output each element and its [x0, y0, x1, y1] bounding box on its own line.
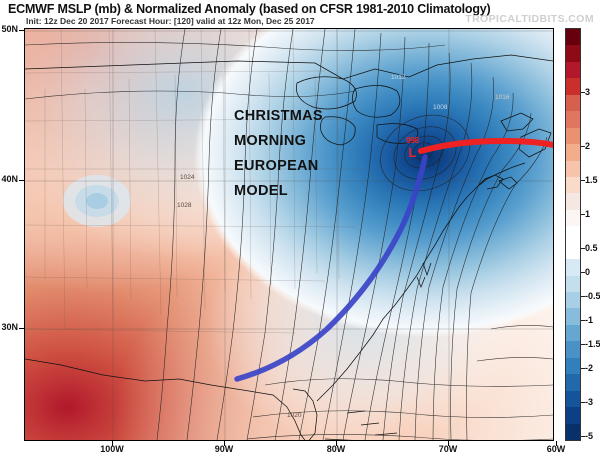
- map-annotation: CHRISTMAS MORNING EUROPEAN MODEL: [234, 104, 323, 204]
- colorbar-tick: [581, 402, 585, 403]
- colorbar-tick: [581, 214, 585, 215]
- colorbar-tick: [581, 92, 585, 93]
- lon-label-70w: 70W: [438, 444, 458, 454]
- colorbar-segment: [566, 176, 580, 194]
- isobar-label: 1012: [391, 74, 406, 81]
- isobar-label: 1024: [180, 174, 195, 181]
- lon-tick: [336, 441, 337, 446]
- colorbar-segment: [566, 374, 580, 391]
- colorbar-tick: [581, 368, 585, 369]
- low-pressure-symbol: L: [408, 144, 417, 160]
- state-county-lines: [25, 29, 365, 334]
- colorbar-tick-label: -5: [585, 431, 594, 441]
- colorbar-tick: [581, 272, 585, 273]
- annotation-line: EUROPEAN: [234, 158, 319, 174]
- colorbar-segment: [566, 78, 580, 95]
- lat-label-30n: 30N: [1, 322, 18, 332]
- colorbar-tick-label: 0: [585, 267, 591, 277]
- colorbar-segment: [566, 61, 580, 79]
- annotation-line: MODEL: [234, 183, 288, 199]
- lon-label-60w: 60W: [546, 444, 566, 454]
- low-pressure-value: 998: [406, 135, 419, 145]
- colorbar-segment: [566, 127, 580, 145]
- colorbar-segment: [566, 45, 580, 62]
- map-canvas: 1024 1028 1020 1008 1012 1016: [25, 29, 553, 440]
- colorbar-tick-label: 1: [585, 209, 591, 219]
- isobar-layer: [25, 29, 553, 440]
- lat-tick: [19, 30, 24, 31]
- colorbar-segment: [566, 144, 580, 161]
- isobar-label: 1008: [433, 104, 448, 111]
- map-plot-area: 1024 1028 1020 1008 1012 1016: [24, 28, 554, 441]
- colorbar-tick: [581, 180, 585, 181]
- colorbar-segment: [566, 209, 580, 227]
- colorbar-segment: [566, 341, 580, 358]
- colorbar-tick: [581, 436, 585, 437]
- colorbar-tick-label: 2: [585, 141, 591, 151]
- colorbar-segment: [566, 324, 580, 342]
- colorbar-segment: [566, 308, 580, 325]
- isobar-label: 1028: [177, 202, 192, 209]
- colorbar-segment: [566, 357, 580, 375]
- colorbar-tick: [581, 248, 585, 249]
- lat-label-40n: 40N: [1, 174, 18, 184]
- site-watermark: TROPICALTIDBITS.COM: [465, 13, 594, 25]
- colorbar-segment: [566, 275, 580, 292]
- red-track-arrow: [418, 137, 553, 154]
- colorbar-segment: [566, 423, 580, 440]
- colorbar-tick: [581, 320, 585, 321]
- colorbar-segment: [566, 94, 580, 112]
- colorbar-tick-label: -1.5: [585, 339, 600, 349]
- colorbar-tick-label: 3: [585, 87, 591, 97]
- colorbar-segment: [566, 226, 580, 243]
- model-run-subtitle: Init: 12z Dec 20 2017 Forecast Hour: [12…: [26, 16, 315, 26]
- lon-tick: [112, 441, 113, 446]
- isobar-label: 1020: [287, 412, 302, 419]
- isobar-label-layer: 1024 1028 1020 1008 1012 1016: [177, 74, 510, 419]
- colorbar-tick: [581, 146, 585, 147]
- colorbar-segment: [566, 292, 580, 309]
- low-pressure-marker: 998 L: [406, 136, 419, 159]
- colorbar-tick: [581, 344, 585, 345]
- colorbar-segment: [566, 407, 580, 424]
- lon-label-80w: 80W: [326, 444, 346, 454]
- colorbar-tick-label: -0.5: [585, 291, 600, 301]
- colorbar-segment: [566, 259, 580, 276]
- colorbar-tick-label: -1: [585, 315, 594, 325]
- anomaly-colorbar: [565, 28, 581, 441]
- lon-tick: [448, 441, 449, 446]
- lon-tick: [556, 441, 557, 446]
- colorbar-tick-label: -2: [585, 363, 594, 373]
- blue-track-arrow: [234, 154, 428, 382]
- lat-label-50n: 50N: [1, 24, 18, 34]
- lon-label-90w: 90W: [214, 444, 234, 454]
- colorbar-segment: [566, 193, 580, 210]
- lat-tick: [19, 180, 24, 181]
- colorbar-segment: [566, 390, 580, 408]
- colorbar-tick-label: 0.5: [585, 243, 598, 253]
- colorbar-tick-label: -3: [585, 397, 594, 407]
- page-title: ECMWF MSLP (mb) & Normalized Anomaly (ba…: [8, 2, 491, 16]
- lat-tick: [19, 328, 24, 329]
- isobar-label: 1016: [495, 94, 510, 101]
- colorbar-segment: [566, 242, 580, 260]
- lon-tick: [224, 441, 225, 446]
- annotation-line: CHRISTMAS: [234, 108, 323, 124]
- annotation-line: MORNING: [234, 133, 307, 149]
- colorbar-tick-label: 1.5: [585, 175, 598, 185]
- colorbar-segment: [566, 160, 580, 177]
- colorbar-segment: [566, 29, 580, 46]
- lon-label-100w: 100W: [100, 444, 124, 454]
- colorbar-segment: [566, 111, 580, 128]
- colorbar-tick: [581, 296, 585, 297]
